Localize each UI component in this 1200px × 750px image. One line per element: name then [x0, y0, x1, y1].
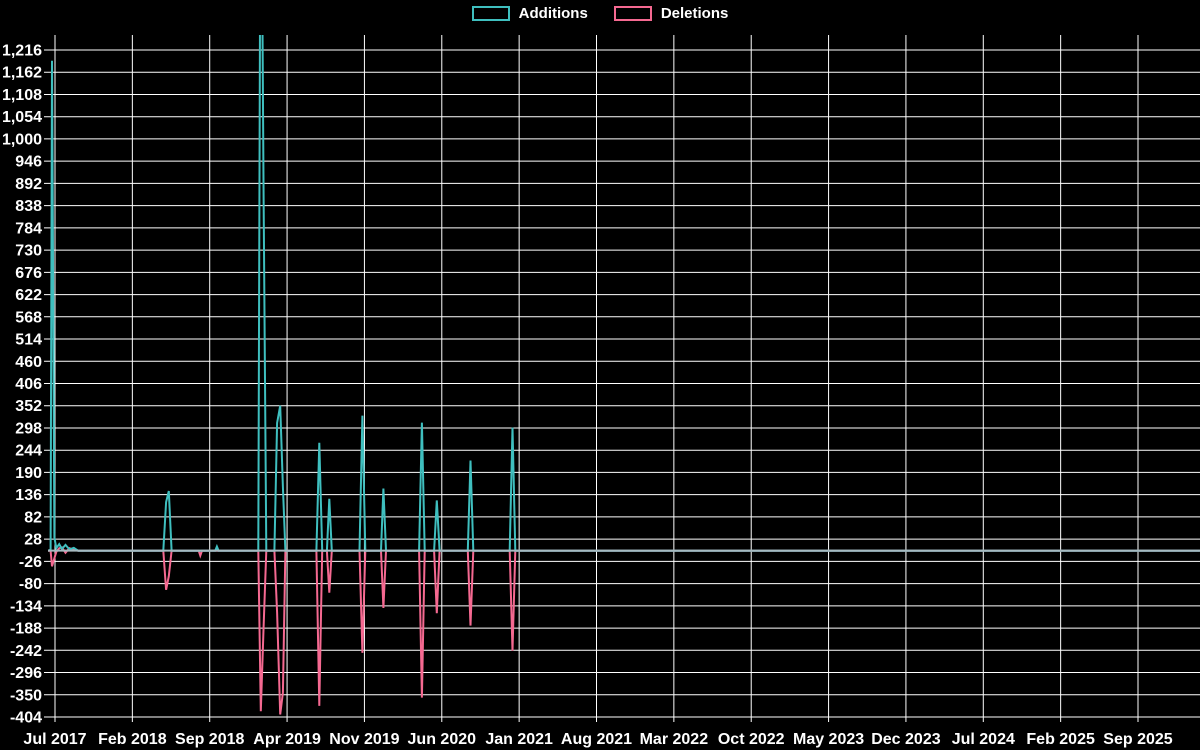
- y-tick-label: 82: [24, 509, 42, 526]
- x-tick-label: Sep 2025: [1103, 731, 1172, 748]
- x-tick-label: Feb 2025: [1026, 731, 1095, 748]
- deletions-line: [48, 546, 1200, 715]
- chart-legend: Additions Deletions: [0, 6, 1200, 21]
- y-tick-label: 28: [24, 532, 42, 549]
- x-tick-label: Oct 2022: [718, 731, 785, 748]
- y-tick-label: 298: [15, 420, 42, 437]
- y-tick-label: 946: [15, 154, 42, 171]
- y-tick-label: 892: [15, 176, 42, 193]
- y-axis-labels: 1,216 1,162 1,108 1,054 1,000 946 892 838 784 730…: [2, 43, 42, 727]
- x-tick-label: Nov 2019: [329, 731, 399, 748]
- y-tick-label: -296: [10, 665, 42, 682]
- y-tick-label: -242: [10, 643, 42, 660]
- x-tick-label: Jan 2021: [485, 731, 553, 748]
- y-tick-label: 568: [15, 309, 42, 326]
- y-tick-label: -404: [10, 710, 42, 727]
- y-tick-label: 1,054: [2, 109, 42, 126]
- x-axis-labels: Jul 2017 Feb 2018 Sep 2018 Apr 2019 Nov 2019…: [23, 731, 1172, 748]
- x-tick-label: Sep 2018: [175, 731, 244, 748]
- y-tick-label: 406: [15, 376, 42, 393]
- x-tick-label: Jul 2017: [23, 731, 86, 748]
- additions-legend-label: Additions: [518, 5, 588, 22]
- x-tick-label: Jun 2020: [408, 731, 477, 748]
- y-tick-label: 1,000: [2, 131, 42, 148]
- y-tick-label: 676: [15, 265, 42, 282]
- y-tick-label: -350: [10, 687, 42, 704]
- y-tick-label: -26: [19, 554, 42, 571]
- x-tick-label: Feb 2018: [98, 731, 167, 748]
- y-tick-label: 460: [15, 354, 42, 371]
- y-tick-label: -134: [10, 598, 42, 615]
- y-tick-label: -80: [19, 576, 42, 593]
- y-tick-label: 514: [15, 332, 42, 349]
- y-tick-label: 784: [15, 220, 42, 237]
- x-tick-label: Apr 2019: [253, 731, 321, 748]
- x-tick-label: Dec 2023: [871, 731, 940, 748]
- y-tick-label: 622: [15, 287, 42, 304]
- y-tick-label: -188: [10, 621, 42, 638]
- y-tick-label: 190: [15, 465, 42, 482]
- x-tick-label: Jul 2024: [952, 731, 1015, 748]
- y-tick-label: 730: [15, 243, 42, 260]
- x-tick-label: Aug 2021: [561, 731, 632, 748]
- y-tick-label: 838: [15, 198, 42, 215]
- y-tick-label: 1,216: [2, 43, 42, 60]
- y-tick-label: 1,162: [2, 65, 42, 82]
- y-tick-label: 352: [15, 398, 42, 415]
- y-tick-label: 244: [15, 443, 42, 460]
- additions-legend-swatch-icon: [471, 6, 510, 21]
- y-tick-label: 136: [15, 487, 42, 504]
- deletions-legend-swatch-icon: [613, 6, 652, 21]
- y-tick-label: 1,108: [2, 87, 42, 104]
- additions-line: [48, 35, 1200, 552]
- deletions-legend-label: Deletions: [660, 5, 729, 22]
- grid-lines: [44, 35, 1200, 722]
- x-tick-label: Mar 2022: [640, 731, 709, 748]
- x-tick-label: May 2023: [793, 731, 864, 748]
- legend-item-deletions[interactable]: Deletions: [613, 5, 729, 22]
- legend-item-additions[interactable]: Additions: [471, 5, 588, 22]
